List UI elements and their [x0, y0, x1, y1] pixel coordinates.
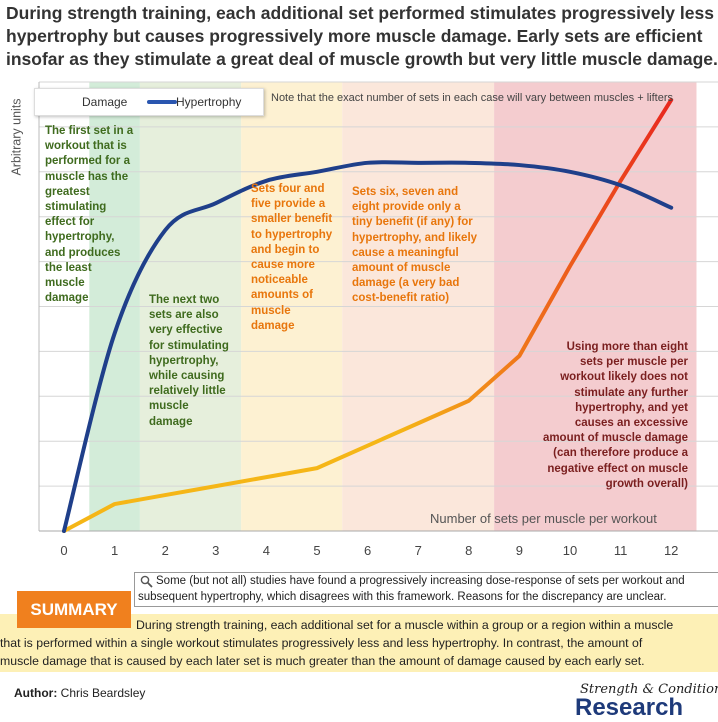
hypertrophy-line [62, 160, 674, 533]
heading-line-3: insofar as they stimulate a great deal o… [6, 49, 718, 69]
legend: Damage Hypertrophy [34, 88, 264, 116]
legend-damage-label: Damage [82, 95, 128, 109]
chart: 0 1 2 3 4 5 6 7 8 9 10 11 12 [38, 81, 718, 558]
x-tick-label: 2 [162, 543, 169, 558]
study-note-line-2: subsequent hypertrophy, which disagrees … [138, 591, 667, 603]
author-name: Chris Beardsley [60, 686, 146, 700]
x-tick-label: 3 [212, 543, 219, 558]
x-tick-label: 9 [516, 543, 523, 558]
magnifier-icon [140, 575, 153, 588]
x-tick-label: 4 [263, 543, 270, 558]
x-tick-label: 7 [415, 543, 422, 558]
y-axis-label: Arbitrary units [9, 98, 24, 176]
study-note: Some (but not all) studies have found a … [134, 572, 718, 607]
author-label: Author: [14, 686, 58, 700]
annotation-more-than-eight: Using more than eight sets per muscle per… [542, 341, 688, 490]
author: Author: Chris Beardsley [14, 686, 145, 700]
x-tick-label: 10 [563, 543, 577, 558]
x-tick-label: 6 [364, 543, 371, 558]
page-heading: During strength training, each additiona… [6, 2, 718, 71]
x-tick-label: 11 [614, 543, 628, 558]
summary-line-3: muscle damage that is caused by each lat… [0, 654, 645, 668]
x-tick-label: 8 [465, 543, 472, 558]
brand-line-1: Strength & Conditioning [580, 682, 718, 697]
chart-note: Note that the exact number of sets in ea… [271, 92, 673, 104]
x-tick-label: 0 [60, 543, 67, 558]
legend-hypertrophy-label: Hypertrophy [176, 95, 242, 109]
summary-line-2: that is performed within a single workou… [0, 636, 643, 650]
summary-line-1: During strength training, each additiona… [136, 618, 674, 632]
x-tick-label: 1 [111, 543, 118, 558]
summary-label: SUMMARY [17, 591, 131, 628]
damage-line [62, 97, 674, 533]
heading-line-1: During strength training, each additiona… [6, 3, 714, 23]
annotation-first-set: The first set in a workout that is perform… [45, 125, 134, 305]
x-tick-label: 5 [313, 543, 320, 558]
x-tick-label: 12 [664, 543, 678, 558]
annotation-next-two-sets: The next two sets are also very effective f… [149, 294, 229, 428]
study-note-line-1: Some (but not all) studies have found a … [156, 575, 685, 587]
annotation-sets-four-five: Sets four and five provide a smaller benef… [251, 183, 333, 332]
heading-line-2: hypertrophy but causes progressively mor… [6, 26, 703, 46]
brand-logo: Research [575, 694, 684, 721]
x-axis-label: Number of sets per muscle per workout [430, 511, 657, 526]
